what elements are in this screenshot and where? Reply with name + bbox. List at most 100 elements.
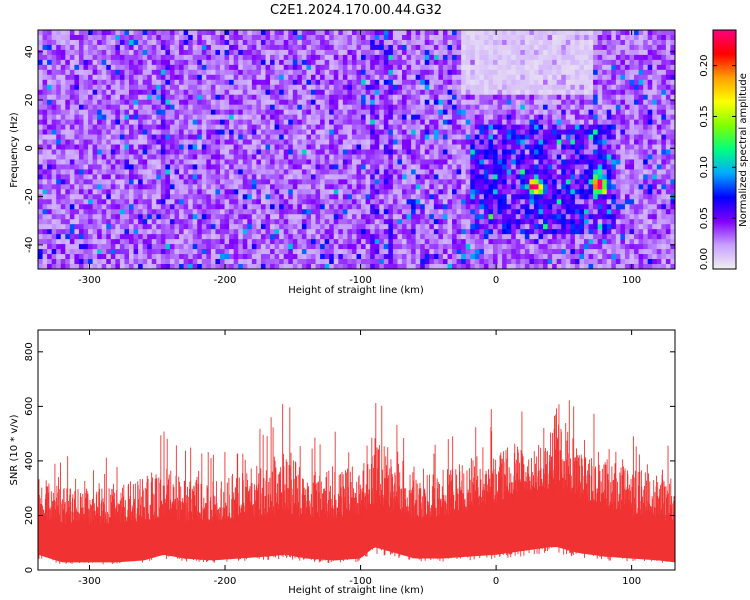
heatmap-cell <box>615 79 621 86</box>
heatmap-cell <box>584 169 589 175</box>
heatmap-cell <box>169 30 175 36</box>
heatmap-cell <box>88 179 93 185</box>
heatmap-cell <box>78 49 84 56</box>
heatmap-cell <box>138 94 144 101</box>
heatmap-cell <box>165 109 171 116</box>
heatmap-cell <box>502 134 508 140</box>
heatmap-cell <box>274 159 280 165</box>
heatmap-cell <box>256 169 262 175</box>
heatmap-cell <box>242 109 248 116</box>
heatmap-cell <box>602 69 608 76</box>
heatmap-cell <box>88 109 93 116</box>
heatmap-cell <box>406 59 412 66</box>
heatmap-cell <box>233 119 239 126</box>
heatmap-cell <box>169 164 175 170</box>
heatmap-cell <box>251 34 257 41</box>
heatmap-cell <box>351 199 357 205</box>
heatmap-cell <box>320 49 326 56</box>
heatmap-cell <box>206 184 212 190</box>
heatmap-cell <box>574 109 580 116</box>
heatmap-cell <box>115 84 121 91</box>
heatmap-cell <box>470 179 476 185</box>
heatmap-cell <box>465 69 471 76</box>
heatmap-cell <box>192 59 198 66</box>
heatmap-cell <box>106 99 112 106</box>
heatmap-cell <box>483 124 489 130</box>
heatmap-cell <box>133 49 139 56</box>
heatmap-cell <box>251 159 257 165</box>
heatmap-cell <box>138 189 144 195</box>
heatmap-cell <box>497 114 503 121</box>
heatmap-cell <box>38 54 43 61</box>
heatmap-cell <box>69 104 75 111</box>
heatmap-cell <box>156 94 162 101</box>
heatmap-cell <box>388 164 394 170</box>
heatmap-cell <box>652 34 658 41</box>
heatmap-cell <box>479 189 485 195</box>
heatmap-cell <box>483 199 489 205</box>
heatmap-cell <box>602 44 608 51</box>
heatmap-cell <box>47 39 53 46</box>
heatmap-cell <box>356 104 362 111</box>
heatmap-cell <box>388 89 394 96</box>
heatmap-cell <box>129 194 134 200</box>
heatmap-cell <box>392 189 398 195</box>
heatmap-cell <box>256 114 262 121</box>
heatmap-cell <box>60 204 66 210</box>
heatmap-cell <box>179 49 184 56</box>
heatmap-cell <box>556 159 562 165</box>
heatmap-cell <box>206 144 212 150</box>
heatmap-cell <box>297 154 303 160</box>
heatmap-cell <box>188 109 194 116</box>
heatmap-cell <box>324 34 330 41</box>
heatmap-cell <box>338 99 344 106</box>
heatmap-cell <box>442 174 448 180</box>
heatmap-cell <box>274 109 280 116</box>
heatmap-cell <box>620 79 626 86</box>
heatmap-cell <box>206 34 212 41</box>
heatmap-cell <box>565 59 571 66</box>
heatmap-cell <box>292 104 298 111</box>
heatmap-cell <box>183 49 189 56</box>
heatmap-cell <box>169 179 175 185</box>
heatmap-cell <box>174 139 180 145</box>
heatmap-cell <box>593 79 599 86</box>
heatmap-cell <box>565 99 571 106</box>
heatmap-cell <box>570 74 576 81</box>
heatmap-cell <box>479 139 485 145</box>
heatmap-cell <box>529 184 535 190</box>
heatmap-cell <box>51 119 57 126</box>
heatmap-cell <box>106 184 112 190</box>
heatmap-cell <box>265 64 271 71</box>
heatmap-cell <box>242 59 248 66</box>
heatmap-cell <box>247 194 253 200</box>
heatmap-cell <box>483 94 489 101</box>
heatmap-cell <box>411 99 417 106</box>
heatmap-cell <box>301 84 307 91</box>
heatmap-cell <box>311 129 316 135</box>
heatmap-cell <box>506 109 512 116</box>
heatmap-cell <box>210 74 216 81</box>
heatmap-cell <box>197 129 203 135</box>
heatmap-cell <box>665 174 671 180</box>
heatmap-cell <box>474 139 480 145</box>
heatmap-cell <box>593 104 599 111</box>
heatmap-cell <box>69 134 75 140</box>
heatmap-cell <box>297 164 303 170</box>
heatmap-cell <box>470 139 476 145</box>
heatmap-cell <box>424 84 430 91</box>
heatmap-cell <box>51 144 57 150</box>
heatmap-cell <box>520 34 526 41</box>
heatmap-cell <box>356 114 362 121</box>
heatmap-cell <box>78 84 84 91</box>
heatmap-cell <box>411 119 417 126</box>
heatmap-cell <box>379 189 385 195</box>
heatmap-cell <box>165 184 171 190</box>
heatmap-cell <box>38 149 43 155</box>
heatmap-cell <box>543 114 548 121</box>
heatmap-cell <box>584 139 589 145</box>
heatmap-cell <box>265 124 271 130</box>
heatmap-cell <box>447 169 453 175</box>
heatmap-cell <box>574 124 580 130</box>
heatmap-cell <box>169 89 175 96</box>
